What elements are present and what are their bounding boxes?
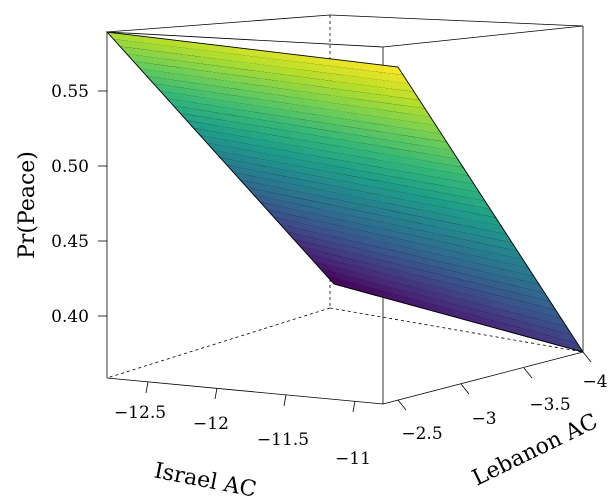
y-tick-mark <box>460 383 470 395</box>
y-tick-mark <box>397 399 407 411</box>
box-front-edges <box>106 14 584 405</box>
y-tick-mark <box>523 367 533 379</box>
x-tick-mark <box>283 394 287 407</box>
y-tick-mark <box>582 351 592 363</box>
y-tick-label: −3 <box>471 409 496 429</box>
x-axis-title: Israel AC <box>152 458 258 499</box>
y-tick-label: −4 <box>582 372 607 392</box>
z-tick-label: 0.55 <box>51 82 89 102</box>
x-tick-label: −12 <box>193 414 229 434</box>
z-axis: 0.40 0.45 0.50 0.55 Pr(Peace) <box>15 82 107 327</box>
x-tick-label: −11.5 <box>257 430 309 450</box>
x-tick-label: −11 <box>335 449 371 469</box>
box-bottom-front-left <box>106 377 384 405</box>
box-back-bottom-right <box>329 307 584 353</box>
z-tick-label: 0.50 <box>51 157 89 177</box>
x-tick-mark <box>214 387 218 400</box>
x-tick-mark <box>145 381 149 394</box>
z-axis-title: Pr(Peace) <box>15 151 40 259</box>
z-tick-label: 0.45 <box>51 232 89 252</box>
box-top-back-right <box>329 14 584 27</box>
surface-mesh <box>105 31 585 353</box>
y-tick-label: −3.5 <box>529 395 570 415</box>
box-top-back-left <box>106 14 331 33</box>
box-bottom-front-right <box>382 351 584 405</box>
x-tick-mark <box>352 400 356 413</box>
z-tick-label: 0.40 <box>51 307 89 327</box>
y-tick-label: −2.5 <box>401 424 442 444</box>
box-top-front-right <box>382 25 584 48</box>
box-top-front-left <box>106 31 384 48</box>
x-tick-label: −12.5 <box>114 403 166 423</box>
box-back-bottom-left <box>106 307 331 379</box>
